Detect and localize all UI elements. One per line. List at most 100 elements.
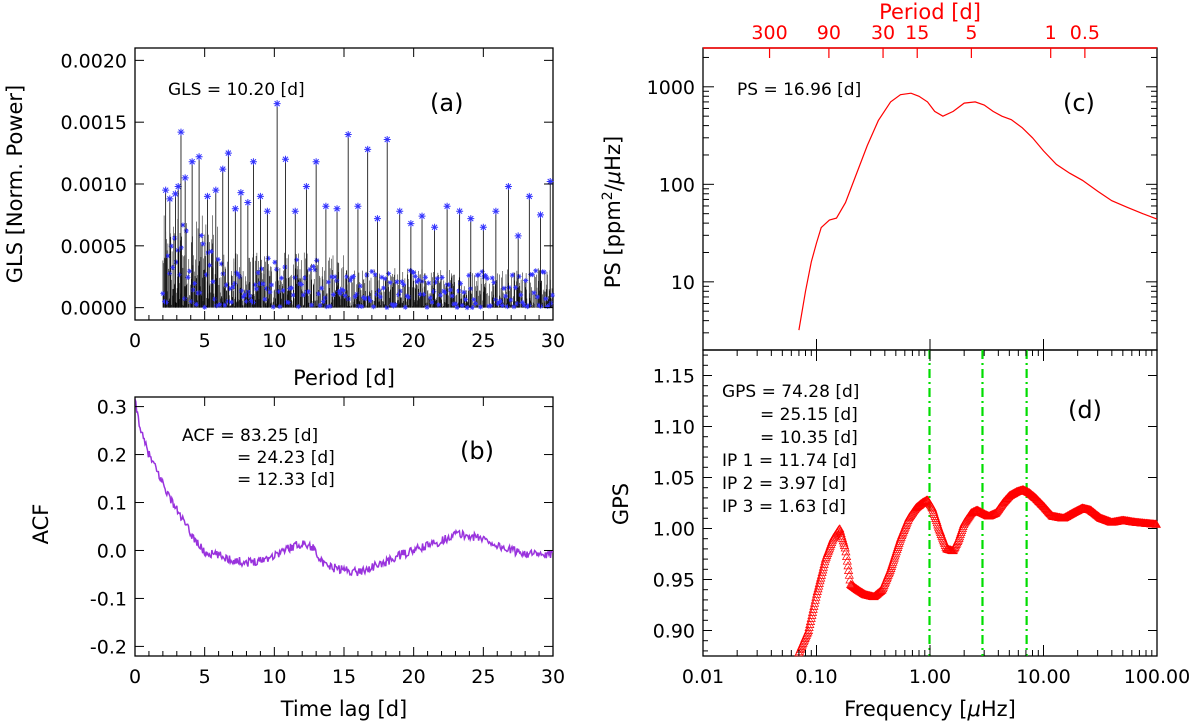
panel-d-gps-marker [843, 565, 854, 574]
panel-a-noise-marker [414, 279, 420, 285]
panel-d-gps-marker [893, 540, 903, 549]
panel-a-noise-marker [461, 289, 467, 295]
panel-a-noise-marker [372, 272, 378, 278]
panel-a-noise-marker [325, 279, 331, 285]
panel-a-x-tick-label: 10 [262, 330, 286, 352]
panel-a-noise-marker [274, 266, 280, 272]
panel-a-noise-marker [357, 283, 363, 289]
panel-a-noise-marker [509, 272, 515, 278]
panel-c-top-tick-label: 90 [817, 22, 841, 44]
panel-a-noise-marker [518, 292, 524, 298]
panel-d-x-label-mu: μ [966, 697, 980, 721]
panel-a-peak-marker [546, 178, 554, 186]
panel-a-peak-marker [244, 199, 252, 207]
panel-a-noise-marker [401, 282, 407, 288]
panel-a-x-tick-label: 0 [129, 330, 141, 352]
panel-a-noise-marker [243, 298, 249, 304]
panel-a-noise-marker [344, 274, 350, 280]
panel-d-gps-marker [957, 523, 968, 533]
panel-a-noise-marker [503, 293, 509, 299]
panel-a-noise-marker [340, 288, 346, 294]
panel-a-noise-marker [183, 228, 189, 234]
panel-a-noise-marker [374, 291, 380, 297]
panel-a-noise-marker [319, 285, 325, 291]
panel-b-y-tick-label: -0.2 [90, 636, 127, 658]
panel-a-noise-marker [491, 280, 497, 286]
panel-d-y-ticks: 0.90 0.95 1.00 1.05 1.10 1.15 [653, 354, 1157, 652]
panel-a-noise-marker [270, 304, 276, 310]
panel-a-noise-marker [392, 302, 398, 308]
panel-a-noise-marker [498, 298, 504, 304]
panel-b-annotation-line-3: = 12.33 [d] [237, 470, 335, 490]
panel-b-x-tick-label: 5 [199, 666, 211, 688]
panel-a-x-tick-label: 20 [402, 330, 426, 352]
panel-d-annotation-line-2: = 25.15 [d] [760, 405, 858, 425]
panel-a-noise-marker [177, 272, 183, 278]
panel-a-noise-marker [399, 279, 405, 285]
panel-d-gps-marker [809, 598, 820, 607]
panel-a-peak-marker [479, 223, 487, 231]
panel-d-gps-marker [891, 547, 901, 556]
panel-a-noise-marker [238, 288, 244, 294]
panel-a-peak-marker [431, 223, 439, 231]
panel-a-peak-marker [174, 182, 182, 190]
panel-a-noise-marker [168, 243, 174, 249]
panel-a-noise-marker [519, 299, 525, 305]
panel-a-noise-marker [362, 296, 368, 302]
panel-a-noise-marker [361, 295, 367, 301]
panel-a-peak-marker [177, 128, 185, 136]
panel-a-noise-marker [210, 279, 216, 285]
panel-a-noise-marker [411, 270, 417, 276]
panel-a-y-label: GLS [Norm. Power] [3, 85, 27, 284]
panel-b-label: (b) [460, 437, 494, 465]
panel-d-gps-marker [886, 561, 897, 570]
panel-a-noise-marker [417, 291, 423, 297]
panel-a-noise-marker [172, 235, 178, 241]
panel-d-gps-marker [841, 551, 852, 560]
panel-d-period-markers [928, 350, 1028, 656]
panel-d-gps-marker [819, 559, 829, 568]
panel-a-noise-marker [488, 303, 494, 309]
panel-a-noise-marker [202, 304, 208, 310]
panel-d-annotation-line-4: IP 1 = 11.74 [d] [722, 451, 857, 471]
panel-c-top-tick-label: 1 [1045, 22, 1057, 44]
panel-a-noise-marker [307, 267, 313, 273]
panel-a-noise-marker [446, 282, 452, 288]
panel-a-noise-marker [447, 287, 453, 293]
panel-a-noise-marker [366, 295, 372, 301]
panel-a-peak-marker [344, 131, 352, 139]
panel-c-ps-line [798, 92, 1158, 331]
panel-a-noise-marker [207, 262, 213, 268]
panel-a-noise-marker [335, 288, 341, 294]
panel-d-gps-marker [954, 533, 964, 543]
panel-a-y-tick-label: 0.0020 [61, 50, 127, 72]
panel-a-noise-marker [264, 286, 270, 292]
panel-c-y-tick-label: 10 [671, 272, 695, 294]
panel-d-gps-marker [809, 601, 819, 610]
panel-a-noise-marker [456, 288, 462, 294]
panel-d-gps-marker [805, 616, 816, 625]
panel-a-peak-marker [231, 205, 239, 213]
panel-d-gps-marker [813, 584, 823, 593]
panel-a-noise-marker [369, 269, 375, 275]
panel-a-noise-marker [513, 285, 519, 291]
panel-d-gps-marker [894, 538, 904, 547]
panel-b-y-tick-label: 0.1 [97, 493, 127, 515]
panel-a-noise-marker [387, 280, 393, 286]
panel-d-gps-marker [803, 625, 814, 634]
panel-d-gps-marker [890, 549, 901, 558]
panel-d-y-tick-label: 0.95 [653, 570, 695, 592]
panel-a-noise-marker [267, 289, 273, 295]
panel-c-y-label-slash: / [601, 183, 625, 191]
panel-d-gps-marker [957, 525, 967, 535]
panel-a-noise-marker [437, 292, 443, 298]
panel-a-noise-marker [200, 241, 206, 247]
panel-a-noise-marker [282, 264, 288, 270]
panel-c-top-axis-label: Period [d] [879, 0, 981, 24]
panel-a-noise-marker [309, 302, 315, 308]
panel-b-x-tick-label: 15 [332, 666, 356, 688]
panel-a-peak-marker [514, 232, 522, 240]
panel-a-y-tick-label: 0.0005 [61, 236, 127, 258]
panel-a-noise-marker [476, 272, 482, 278]
panel-a-noise-marker [354, 291, 360, 297]
